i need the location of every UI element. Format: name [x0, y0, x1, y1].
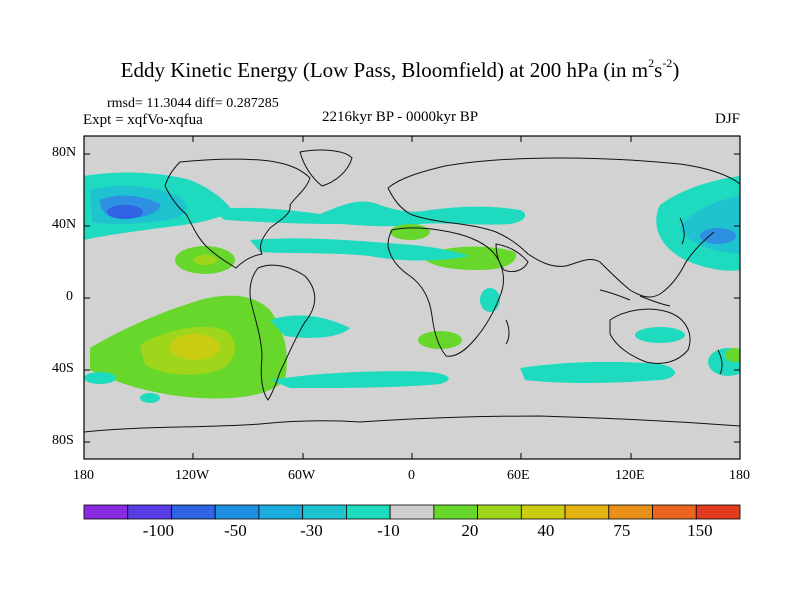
coast-africa — [387, 227, 504, 357]
mediterranean-positive — [390, 224, 430, 240]
colorbar-swatch-0 — [83, 504, 129, 520]
colorbar-label-0: -100 — [142, 521, 174, 540]
lat-label-40n: 40N — [52, 217, 77, 232]
experiment-label: Expt = xqfVo-xqfua — [83, 112, 203, 128]
lat-label-80s: 80S — [52, 433, 74, 448]
coast-maritime-islands — [599, 289, 671, 307]
colorbar-swatch-10 — [520, 504, 566, 520]
lon-label-180-east: 180 — [729, 468, 750, 483]
north-pacific-west-deep — [107, 205, 143, 219]
latitude-ticks — [84, 153, 740, 443]
colorbar-label-7: 150 — [687, 521, 713, 540]
colorbar-swatch-7 — [389, 504, 435, 520]
coast-antarctica — [84, 415, 740, 433]
colorbar-swatch-8 — [433, 504, 479, 520]
colorbar-label-6: 75 — [613, 521, 631, 540]
colorbar — [83, 504, 741, 520]
lon-label-120e: 120E — [615, 468, 645, 483]
coast-arabia — [495, 243, 529, 273]
coastlines — [84, 149, 740, 433]
colorbar-swatch-1 — [127, 504, 172, 520]
north-pacific-east-deep — [700, 228, 736, 244]
map-title: Eddy Kinetic Energy (Low Pass, Bloomfiel… — [120, 56, 680, 82]
north-pacific-positive-core — [193, 255, 217, 265]
lon-label-0: 0 — [408, 468, 415, 483]
southern-africa-positive — [418, 331, 462, 349]
south-pacific-negative-patch — [140, 393, 160, 403]
lon-label-60w: 60W — [288, 468, 316, 483]
indian-ocean-band — [520, 361, 675, 383]
coast-north-america — [164, 158, 311, 269]
coast-japan — [679, 217, 685, 245]
south-atlantic-band — [270, 371, 449, 388]
coast-eurasia — [387, 157, 740, 298]
period-label: 2216kyr BP - 0000kyr BP — [322, 109, 479, 125]
south-pacific-positive-center — [170, 334, 220, 360]
colorbar-swatch-5 — [302, 504, 347, 520]
coast-australia — [609, 308, 691, 364]
coast-madagascar — [505, 319, 510, 345]
colorbar-swatch-12 — [608, 504, 653, 520]
colorbar-swatch-6 — [345, 504, 391, 520]
lat-label-40s: 40S — [52, 361, 74, 376]
subtropical-negative-strip — [250, 238, 470, 261]
southeast-pacific-negative — [84, 372, 116, 384]
colorbar-label-1: -50 — [224, 521, 247, 540]
lat-label-0: 0 — [66, 289, 73, 304]
southwest-pacific-positive — [725, 348, 740, 362]
colorbar-label-4: 20 — [461, 521, 479, 540]
longitude-ticks — [83, 136, 741, 459]
south-atlantic-negative — [270, 315, 350, 338]
colorbar-label-3: -10 — [377, 521, 400, 540]
east-africa-negative — [480, 288, 500, 312]
australia-negative — [635, 327, 685, 343]
coast-new-zealand — [717, 349, 723, 375]
season-label: DJF — [714, 111, 740, 127]
north-atlantic-band — [210, 201, 526, 227]
stats-text: rmsd= 11.3044 diff= 0.287285 — [107, 96, 279, 111]
coast-south-america — [249, 264, 316, 401]
colorbar-swatch-9 — [477, 504, 522, 520]
colorbar-swatch-11 — [564, 504, 610, 520]
colorbar-swatch-2 — [171, 504, 216, 520]
colorbar-swatch-13 — [652, 504, 697, 520]
lon-label-180-west: 180 — [73, 468, 94, 483]
colorbar-swatch-3 — [214, 504, 260, 520]
colorbar-swatch-14 — [695, 504, 741, 520]
coast-greenland — [299, 149, 353, 187]
colorbar-label-2: -30 — [300, 521, 323, 540]
colorbar-swatch-4 — [258, 504, 304, 520]
anomaly-field — [84, 172, 740, 403]
lon-label-120w: 120W — [175, 468, 210, 483]
lat-label-80n: 80N — [52, 145, 77, 160]
lon-label-60e: 60E — [507, 468, 530, 483]
colorbar-label-5: 40 — [537, 521, 555, 540]
